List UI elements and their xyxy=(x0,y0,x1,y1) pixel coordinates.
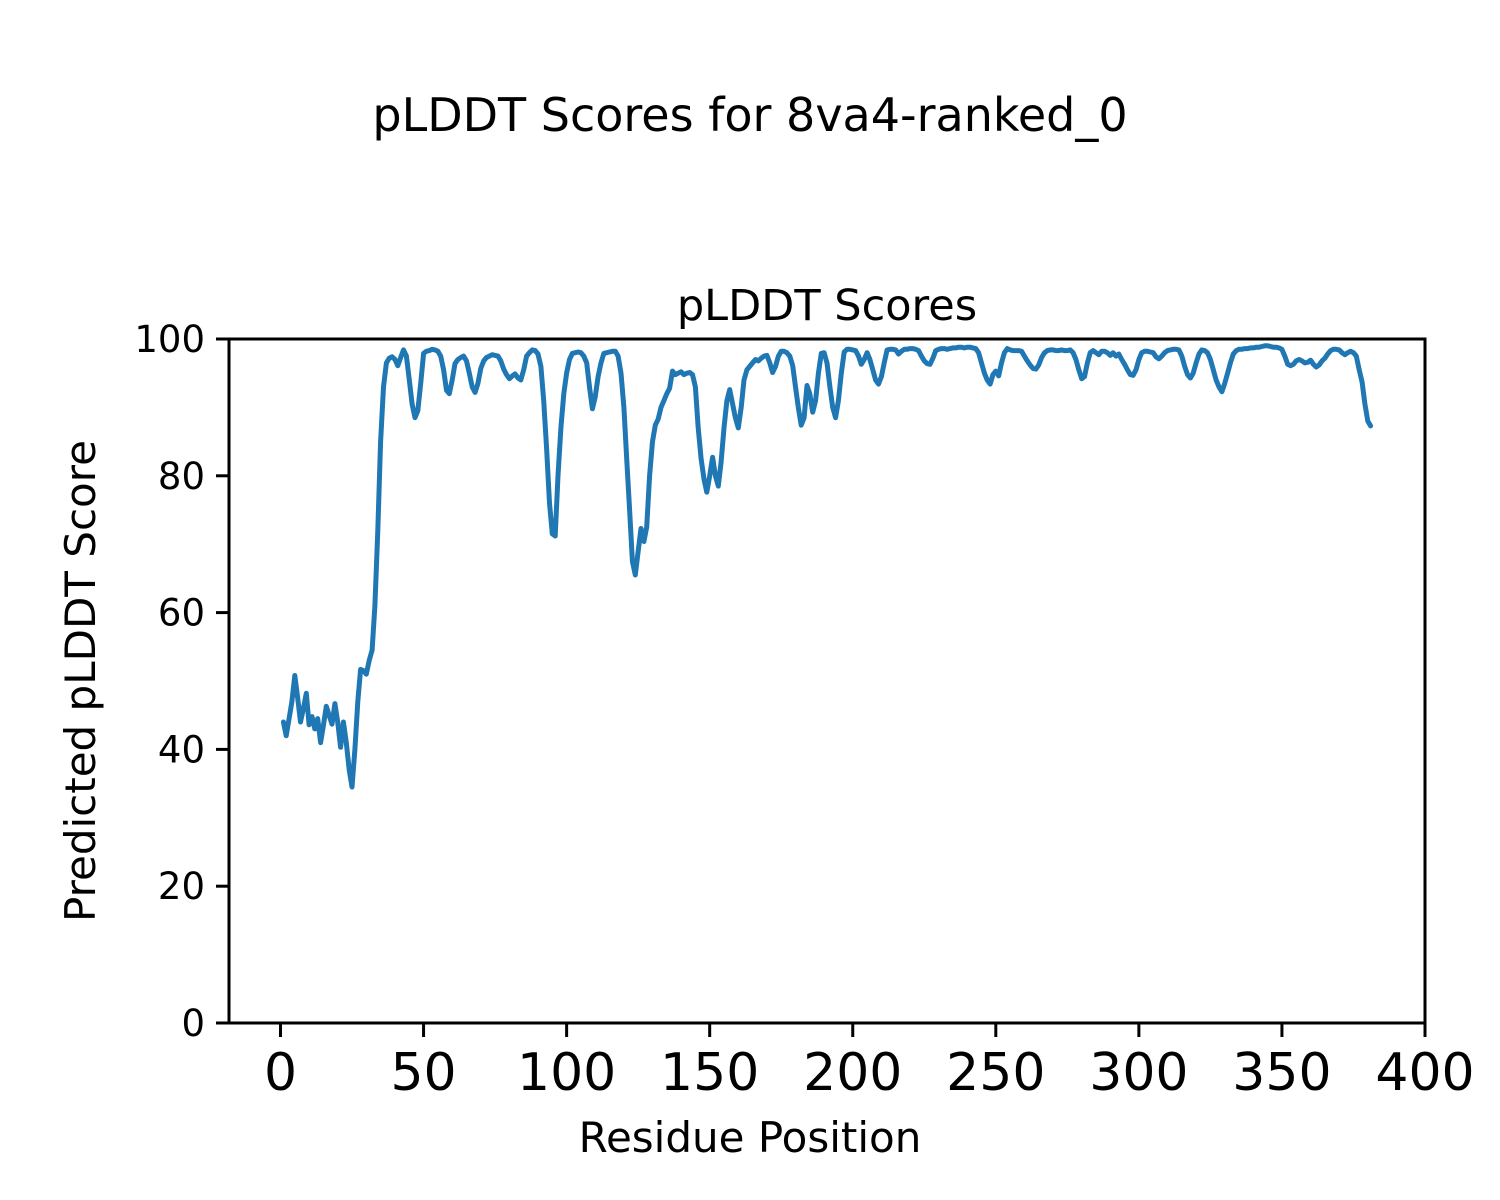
x-tick-label: 200 xyxy=(803,1043,902,1103)
figure-title: pLDDT Scores for 8va4-ranked_0 xyxy=(372,88,1127,142)
x-tick-label: 100 xyxy=(517,1043,616,1103)
axes-title: pLDDT Scores xyxy=(677,281,977,331)
x-tick-label: 150 xyxy=(660,1043,759,1103)
plddt-line xyxy=(280,343,1374,790)
x-tick-label: 400 xyxy=(1375,1043,1474,1103)
y-tick-label: 80 xyxy=(158,455,205,498)
x-tick-label: 0 xyxy=(264,1043,297,1103)
y-tick-label: 60 xyxy=(158,592,205,635)
x-tick-label: 250 xyxy=(946,1043,1045,1103)
x-tick-label: 50 xyxy=(390,1043,456,1103)
y-axis-label: Predicted pLDDT Score xyxy=(56,440,105,922)
x-axis-label: Residue Position xyxy=(579,1113,922,1162)
x-tick-label: 350 xyxy=(1232,1043,1331,1103)
x-tick-label: 300 xyxy=(1089,1043,1188,1103)
y-tick-label: 100 xyxy=(134,318,205,361)
axes-layer: 0 50 100 150 200 250 300 350 400 0 20 40 60 80 100 xyxy=(134,318,1474,1103)
y-tick-label: 40 xyxy=(158,728,205,771)
y-tick-label: 0 xyxy=(181,1002,205,1045)
y-tick-label: 20 xyxy=(158,865,205,908)
axes-frame xyxy=(227,337,1427,1025)
